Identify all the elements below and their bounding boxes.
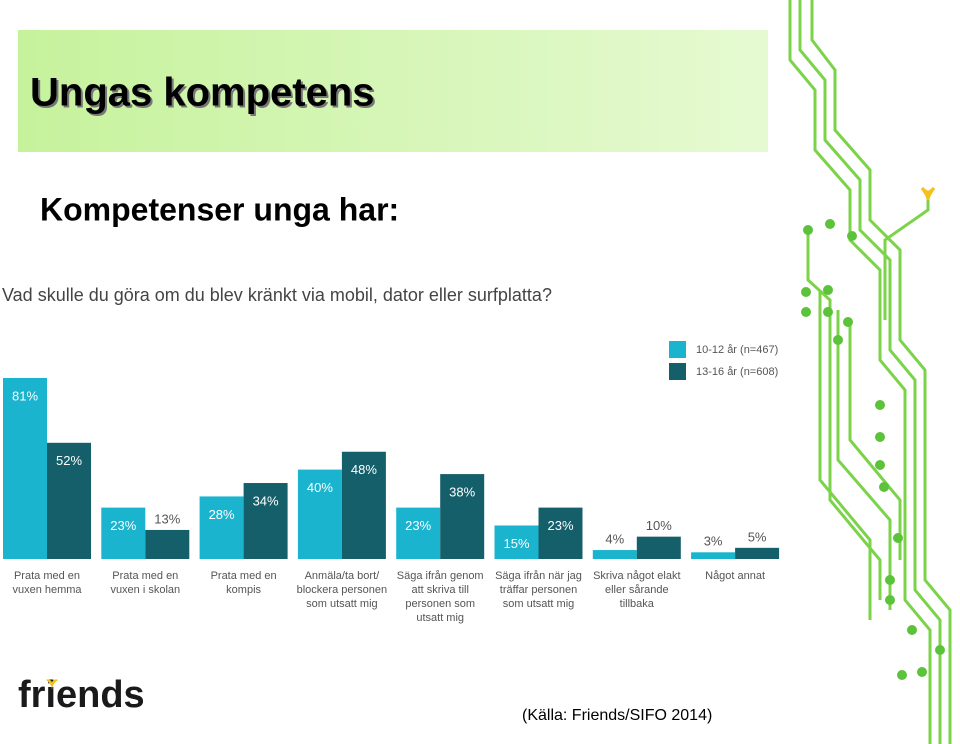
category-label: Säga ifrån genom att skriva till persone… <box>396 570 484 624</box>
value-label: 23% <box>405 518 431 533</box>
logo: friends <box>18 674 145 716</box>
bar <box>494 525 539 559</box>
header-band <box>18 30 768 152</box>
legend-label: 10-12 år (n=467) <box>696 344 778 356</box>
value-label: 13% <box>154 511 180 526</box>
chart-title: Vad skulle du göra om du blev kränkt via… <box>2 285 552 305</box>
value-label: 15% <box>503 536 529 551</box>
value-label: 23% <box>110 518 136 533</box>
legend-label: 13-16 år (n=608) <box>696 366 778 378</box>
circuit-heart <box>920 186 936 201</box>
bar <box>636 536 681 559</box>
bar <box>440 474 485 559</box>
subtitle: Kompetenser unga har: <box>40 191 399 227</box>
category-label: Något annat <box>705 570 766 582</box>
category-label: Prata med en vuxen hemma <box>12 570 82 596</box>
value-label: 38% <box>449 485 475 500</box>
title: Ungas kompetens <box>30 71 375 115</box>
value-label: 3% <box>704 534 723 549</box>
legend-swatch <box>669 363 686 380</box>
value-label: 52% <box>56 453 82 468</box>
circuit-decoration <box>788 0 952 744</box>
category-label: Anmäla/ta bort/ blockera personen som ut… <box>296 570 388 610</box>
bar <box>297 469 342 559</box>
bar <box>691 552 736 559</box>
legend-swatch <box>669 341 686 358</box>
bar <box>101 507 146 559</box>
bar <box>396 507 441 559</box>
value-label: 81% <box>12 388 38 403</box>
value-label: 23% <box>547 518 573 533</box>
bar <box>47 442 91 559</box>
bar <box>538 507 583 559</box>
value-label: 28% <box>209 507 235 522</box>
value-label: 10% <box>646 518 672 533</box>
title-shadow: Ungas kompetens <box>32 73 377 117</box>
value-label: 34% <box>253 493 279 508</box>
value-label: 4% <box>605 531 624 546</box>
bar <box>3 378 47 559</box>
bar <box>592 550 637 559</box>
bar <box>243 483 288 559</box>
bar <box>145 529 190 559</box>
bar <box>735 547 780 559</box>
category-label: Skriva något elakt eller sårande tillbak… <box>593 570 681 610</box>
value-label: 48% <box>351 462 377 477</box>
bar <box>341 451 386 559</box>
category-label: Säga ifrån när jag träffar personen som … <box>495 570 582 610</box>
circuit-dots <box>801 219 945 680</box>
logo-heart <box>46 679 58 690</box>
category-label: Prata med en kompis <box>210 570 277 596</box>
category-label: Prata med en vuxen i skolan <box>110 570 181 596</box>
value-label: 5% <box>748 529 767 544</box>
value-label: 40% <box>307 480 333 495</box>
bar <box>199 496 244 559</box>
source: (Källa: Friends/SIFO 2014) <box>522 707 712 724</box>
